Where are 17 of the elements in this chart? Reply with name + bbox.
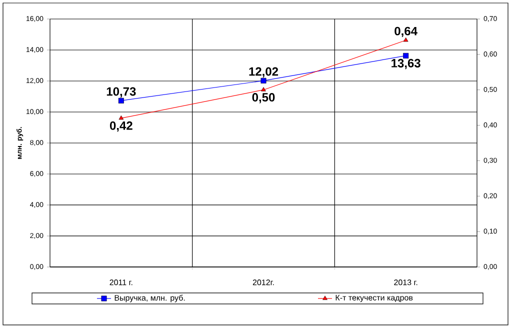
- point: [260, 78, 266, 84]
- legend-label: Выручка, млн. руб.: [114, 294, 185, 302]
- point: [118, 98, 124, 104]
- x-tick-label: 2012г.: [252, 280, 274, 286]
- data-label: 13,63: [392, 58, 420, 70]
- point: [261, 87, 266, 92]
- point: [403, 52, 409, 58]
- data-label: 12,02: [249, 67, 278, 78]
- x-tick-label: 2011 г.: [110, 280, 132, 286]
- data-label: 0,42: [110, 121, 132, 132]
- point: [118, 115, 124, 120]
- data-label: 0,64: [394, 26, 418, 38]
- data-label: 0,50: [252, 93, 275, 104]
- point: [403, 38, 408, 42]
- x-tick-label: 2013 г.: [394, 280, 418, 286]
- data-label: 10,73: [106, 87, 136, 98]
- legend-label: К-т текучести кадров: [336, 294, 413, 302]
